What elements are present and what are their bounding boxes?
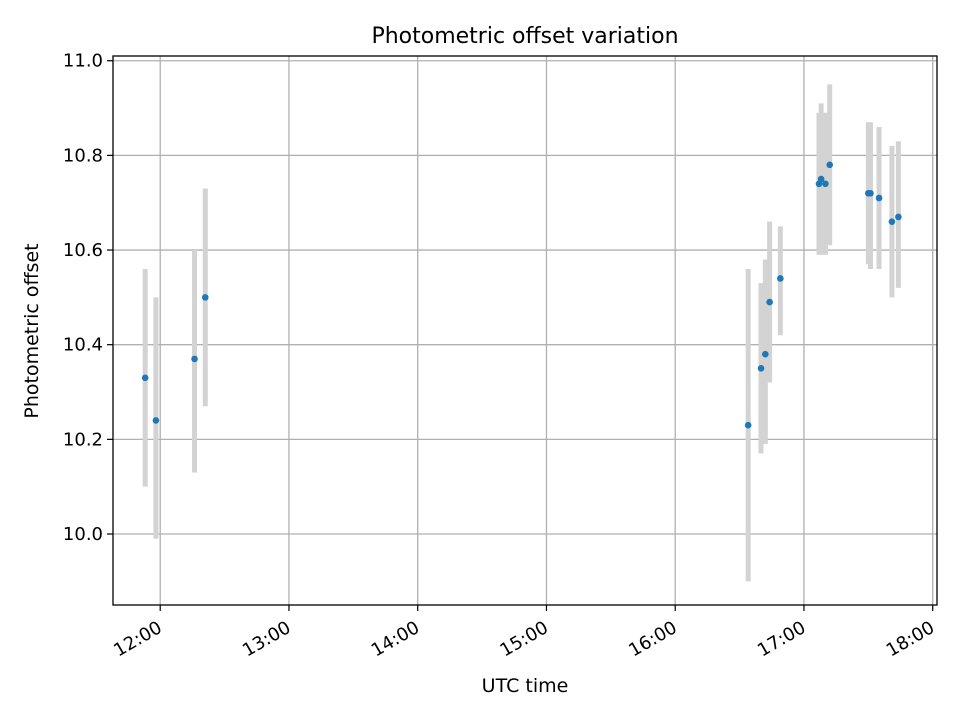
y-axis-label: Photometric offset bbox=[21, 243, 43, 418]
data-point bbox=[888, 218, 896, 225]
data-point bbox=[867, 189, 874, 197]
data-point bbox=[822, 180, 829, 188]
x-axis-label: UTC time bbox=[482, 675, 569, 697]
data-point bbox=[191, 355, 198, 363]
chart-title: Photometric offset variation bbox=[371, 24, 678, 49]
data-point bbox=[757, 365, 765, 372]
data-point bbox=[766, 298, 773, 306]
grid bbox=[113, 56, 937, 605]
data-point bbox=[895, 213, 902, 221]
y-axis-ticks: 10.0 10.2 10.4 10.6 10.8 11.0 bbox=[63, 51, 113, 545]
data-point bbox=[777, 275, 784, 282]
y-tick-label: 10.8 bbox=[63, 145, 103, 166]
y-tick-label: 10.6 bbox=[63, 240, 103, 261]
data-point bbox=[817, 175, 825, 183]
data-point bbox=[826, 161, 834, 169]
plot-frame bbox=[112, 55, 938, 606]
data-points bbox=[141, 161, 902, 429]
data-point bbox=[744, 421, 752, 429]
data-point bbox=[141, 374, 149, 382]
y-tick-label: 10.0 bbox=[63, 524, 103, 545]
y-tick-label: 11.0 bbox=[63, 51, 103, 72]
y-tick-label: 10.4 bbox=[63, 335, 103, 356]
data-point bbox=[875, 194, 883, 202]
data-point bbox=[762, 350, 769, 358]
data-point bbox=[201, 294, 209, 301]
data-point bbox=[152, 417, 160, 424]
y-tick-label: 10.2 bbox=[63, 429, 103, 450]
